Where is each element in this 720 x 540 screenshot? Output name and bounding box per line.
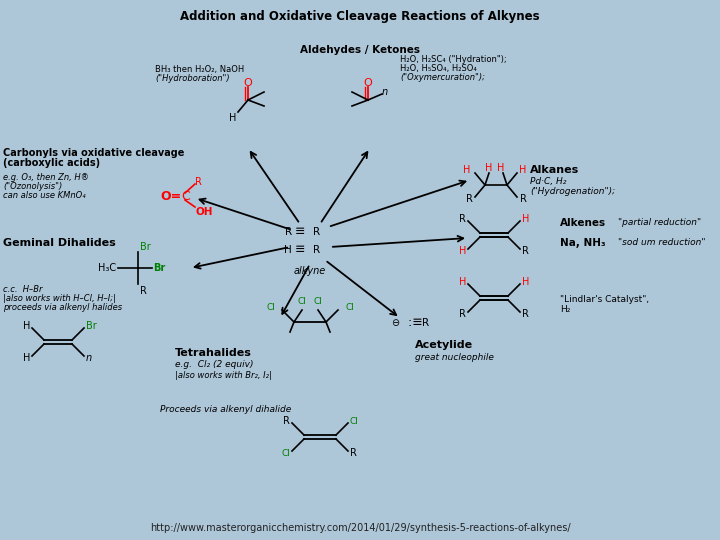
Text: R: R [285,227,292,237]
Text: http://www.masterorganicchemistry.com/2014/01/29/synthesis-5-reactions-of-alkyne: http://www.masterorganicchemistry.com/20… [150,523,570,533]
Text: H: H [522,214,529,224]
Text: H: H [519,165,527,175]
Text: Na, NH₃: Na, NH₃ [560,238,606,248]
Text: Pd·C, H₂: Pd·C, H₂ [530,177,567,186]
Text: (carboxylic acids): (carboxylic acids) [3,158,100,168]
Text: ≡: ≡ [295,244,305,256]
Text: R: R [195,177,202,187]
Text: Proceeds via alkenyl dihalide: Proceeds via alkenyl dihalide [160,405,292,414]
Text: O: O [364,78,372,88]
Text: ⊖: ⊖ [391,318,399,328]
Text: H: H [459,246,466,256]
Text: "Lindlar's Catalyst",: "Lindlar's Catalyst", [560,295,649,304]
Text: Geminal Dihalides: Geminal Dihalides [3,238,116,248]
Text: H: H [463,165,471,175]
Text: O=: O= [160,190,181,203]
Text: BH₃ then H₂O₂, NaOH: BH₃ then H₂O₂, NaOH [155,65,244,74]
Text: H: H [22,321,30,331]
Text: great nucleophile: great nucleophile [415,353,494,362]
Text: "sod um reduction": "sod um reduction" [618,238,706,247]
Text: alkyne: alkyne [294,266,326,276]
Text: C: C [181,190,190,203]
Text: Cl: Cl [350,416,359,426]
Text: :≡: :≡ [404,316,423,329]
Text: H: H [22,353,30,363]
Text: c.c.  H–Br: c.c. H–Br [3,285,42,294]
Text: H: H [485,163,492,173]
Text: H: H [459,277,466,287]
Text: Br: Br [153,263,166,273]
Text: n: n [86,353,92,363]
Text: Acetylide: Acetylide [415,340,473,350]
Text: Br: Br [140,242,150,252]
Text: Br: Br [86,321,96,331]
Text: Carbonyls via oxidative cleavage: Carbonyls via oxidative cleavage [3,148,184,158]
Text: Cl: Cl [345,303,354,313]
Text: n: n [382,87,388,97]
Text: proceeds via alkenyl halides: proceeds via alkenyl halides [3,303,122,312]
Text: e.g.  Cl₂ (2 equiv): e.g. Cl₂ (2 equiv) [175,360,253,369]
Text: "partial reduction": "partial reduction" [618,218,701,227]
Text: e.g. O₃, then Zn, H®: e.g. O₃, then Zn, H® [3,173,89,182]
Text: |also works with Br₂, I₂|: |also works with Br₂, I₂| [175,371,272,380]
Text: O: O [243,78,253,88]
Text: H₂: H₂ [560,305,570,314]
Text: R: R [313,227,320,237]
Text: H: H [284,245,292,255]
Text: Tetrahalides: Tetrahalides [175,348,252,358]
Text: ≡: ≡ [295,226,305,239]
Text: R: R [140,286,147,296]
Text: R: R [522,309,529,319]
Text: R: R [522,246,529,256]
Text: ("Ozonolysis"): ("Ozonolysis") [3,182,62,191]
Text: H₂O, H₅SO₄, H₂SO₄: H₂O, H₅SO₄, H₂SO₄ [400,64,477,73]
Text: |also works with H–Cl, H–I;|: |also works with H–Cl, H–I;| [3,294,116,303]
Text: Addition and Oxidative Cleavage Reactions of Alkynes: Addition and Oxidative Cleavage Reaction… [180,10,540,23]
Text: ("Hydrogenation");: ("Hydrogenation"); [530,187,615,196]
Text: R: R [422,318,429,328]
Text: Alkanes: Alkanes [530,165,580,175]
Text: ("Hydroboration"): ("Hydroboration") [155,74,230,83]
Text: Cl: Cl [314,297,323,306]
Text: H: H [522,277,529,287]
Text: R: R [466,194,472,204]
Text: can also use KMnO₄: can also use KMnO₄ [3,191,86,200]
Text: ("Oxymercuration");: ("Oxymercuration"); [400,73,485,82]
Text: Cl: Cl [281,449,290,457]
Text: Alkenes: Alkenes [560,218,606,228]
Text: H₂O, H₂SC₄ ("Hydration");: H₂O, H₂SC₄ ("Hydration"); [400,55,507,64]
Text: R: R [459,214,466,224]
Text: Cl: Cl [266,303,275,313]
Text: OH: OH [195,207,212,217]
Text: H₃C: H₃C [98,263,116,273]
Text: Aldehydes / Ketones: Aldehydes / Ketones [300,45,420,55]
Text: R: R [283,416,290,426]
Text: Cl: Cl [297,297,307,306]
Text: R: R [520,194,526,204]
Text: R: R [350,448,357,458]
Text: H: H [229,113,236,123]
Text: R: R [313,245,320,255]
Text: H: H [498,163,505,173]
Text: R: R [459,309,466,319]
